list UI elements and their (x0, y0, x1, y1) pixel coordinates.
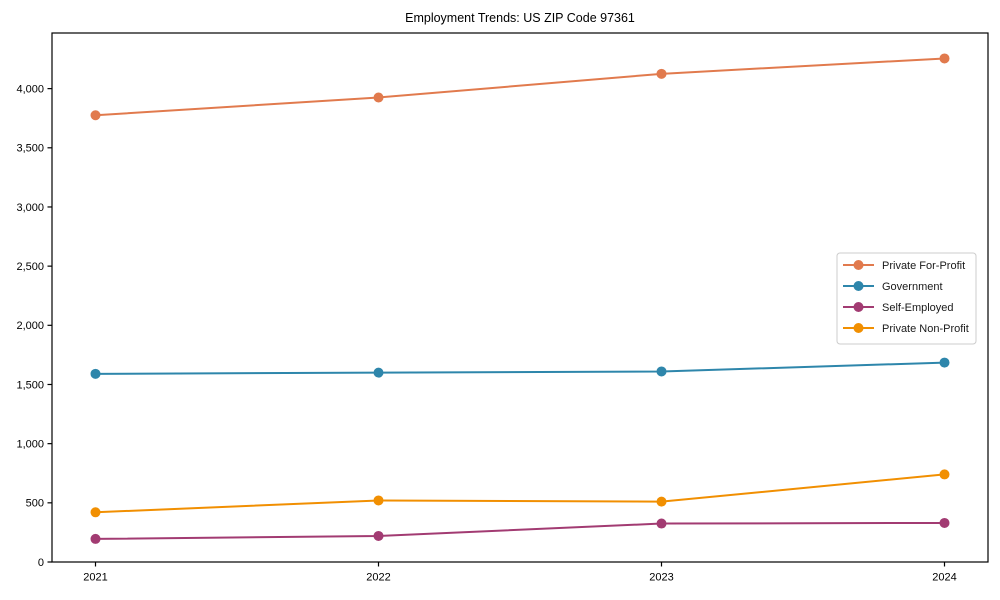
data-point-government-2022 (373, 367, 384, 378)
legend-box (836, 252, 977, 345)
data-point-self-employed-2023 (656, 518, 667, 529)
data-point-government-2024 (939, 357, 950, 368)
y-tick-label: 0 (38, 557, 44, 569)
series-line-self-employed (95, 521, 945, 540)
data-point-government-2023 (656, 366, 667, 377)
legend-label-private-for-profit: Private For-Profit (882, 260, 965, 272)
data-point-private-non-profit-2021 (90, 507, 101, 518)
y-tick-label: 2,000 (16, 320, 44, 332)
legend-marker (853, 302, 864, 312)
data-point-self-employed-2024 (939, 517, 950, 528)
data-point-private-for-profit-2023 (656, 68, 667, 79)
series-line-private-for-profit (95, 57, 945, 117)
legend-label-private-non-profit: Private Non-Profit (882, 323, 969, 335)
data-point-self-employed-2021 (90, 533, 101, 544)
y-tick-label: 4,000 (16, 83, 44, 95)
legend-marker (853, 281, 864, 291)
plot-frame (51, 32, 989, 563)
data-point-private-for-profit-2021 (90, 110, 101, 121)
series-line-private-non-profit (95, 473, 945, 514)
y-tick-label: 3,000 (16, 202, 44, 214)
legend-label-self-employed: Self-Employed (882, 302, 954, 314)
y-tick-label: 1,000 (16, 438, 44, 450)
data-point-private-non-profit-2023 (656, 496, 667, 507)
y-tick-label: 3,500 (16, 143, 44, 155)
y-tick-label: 2,500 (16, 261, 44, 273)
y-tick-label: 500 (26, 498, 44, 510)
x-tick-label: 2022 (366, 572, 390, 584)
data-point-government-2021 (90, 368, 101, 379)
legend-label-government: Government (882, 281, 943, 293)
series-line-government (95, 361, 945, 375)
x-tick-label: 2024 (932, 572, 956, 584)
data-point-self-employed-2022 (373, 530, 384, 541)
data-point-private-for-profit-2024 (939, 53, 950, 64)
legend-marker (853, 323, 864, 333)
plot-area: 0 500 1,000 1,500 2,000 2,500 3,000 3,500 4,000 2… (16, 32, 989, 584)
x-tick-label: 2021 (83, 572, 107, 584)
x-tick-label: 2023 (649, 572, 673, 584)
data-point-private-non-profit-2022 (373, 495, 384, 506)
chart-title: Employment Trends: US ZIP Code 97361 (405, 11, 635, 25)
data-point-private-for-profit-2022 (373, 92, 384, 103)
y-tick-label: 1,500 (16, 379, 44, 391)
data-point-private-non-profit-2024 (939, 469, 950, 480)
legend-marker (853, 260, 864, 270)
